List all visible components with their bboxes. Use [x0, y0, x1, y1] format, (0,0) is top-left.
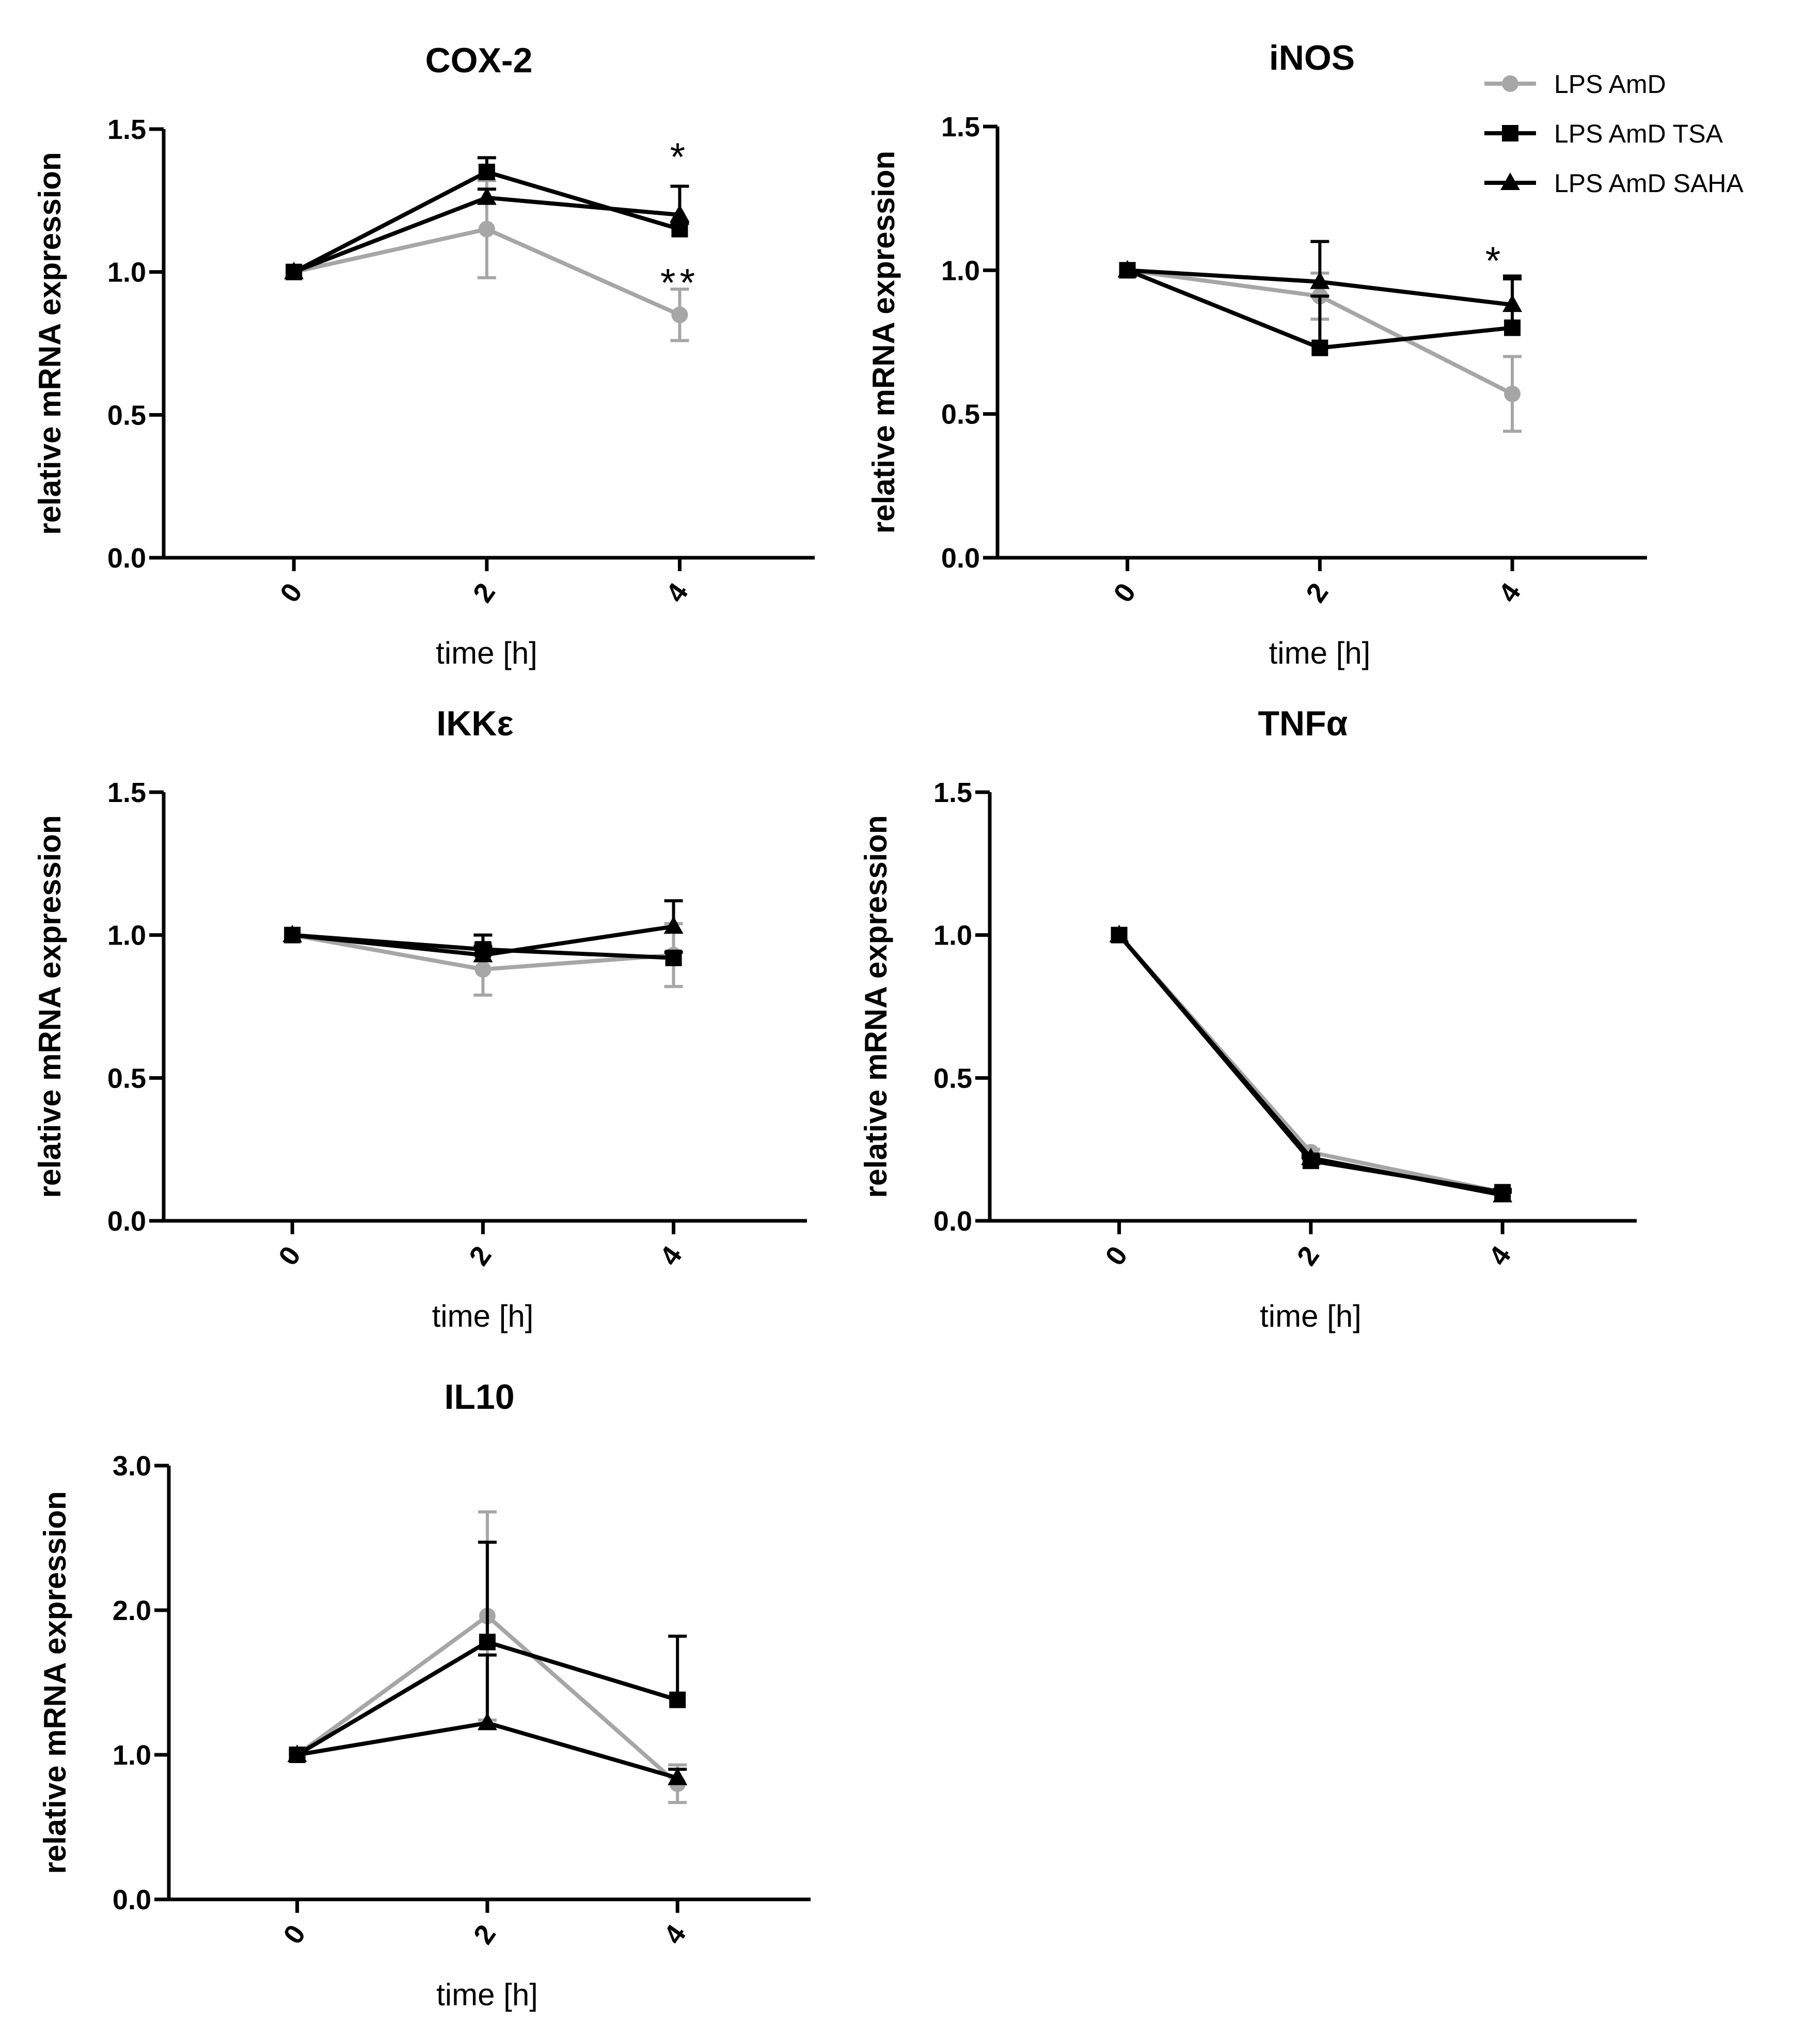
x-axis-label: time [h] [432, 1299, 534, 1333]
legend-item-lps-amd: LPS AmD [1484, 70, 1666, 99]
y-axis-label: relative mRNA expression [33, 815, 67, 1198]
x-tick-label: 4 [658, 1919, 692, 1949]
x-axis-label: time [h] [436, 636, 537, 670]
y-tick-label: 0.0 [941, 543, 980, 574]
legend-marker [1502, 75, 1518, 92]
significance-label: * [1485, 239, 1505, 283]
x-tick-label: 2 [1300, 577, 1334, 608]
chart-title: IKKε [436, 704, 513, 743]
legend-item-lps-amd-tsa: LPS AmD TSA [1484, 119, 1723, 148]
data-point [1311, 340, 1328, 356]
data-point [666, 950, 682, 966]
x-tick-label: 2 [1291, 1240, 1325, 1271]
x-tick-label: 0 [274, 577, 308, 608]
y-tick-label: 0.0 [113, 1884, 151, 1915]
data-point [671, 307, 688, 323]
series-lps-amd-saha [1110, 925, 1513, 1203]
data-point [1504, 386, 1521, 402]
x-tick-label: 4 [654, 1240, 688, 1271]
y-tick-label: 3.0 [113, 1451, 151, 1482]
y-tick-label: 1.5 [941, 112, 980, 143]
chart-title: COX-2 [425, 41, 533, 80]
y-tick-label: 0.5 [107, 1063, 146, 1094]
x-tick-label: 0 [1107, 577, 1142, 608]
x-axis-label: time [h] [1269, 636, 1371, 670]
y-axis-label: relative mRNA expression [38, 1491, 72, 1874]
x-tick-label: 4 [660, 577, 694, 608]
x-tick-label: 2 [467, 577, 501, 608]
x-tick-label: 4 [1493, 577, 1527, 608]
y-tick-label: 0.0 [107, 1206, 146, 1237]
data-point [479, 221, 495, 238]
x-tick-label: 4 [1483, 1240, 1517, 1271]
data-point [1504, 320, 1521, 336]
x-tick-label: 2 [468, 1919, 502, 1949]
chart-title: iNOS [1269, 38, 1355, 77]
data-point [671, 221, 688, 238]
legend-label: LPS AmD [1554, 70, 1666, 99]
data-point [479, 1634, 496, 1650]
y-tick-label: 1.0 [107, 920, 146, 951]
y-tick-label: 1.0 [107, 257, 146, 288]
legend-item-lps-amd-saha: LPS AmD SAHA [1484, 169, 1744, 198]
panel-tnf: TNFα 0.0 0.5 1.0 1.5 0 2 4 time [h] relative mRNA… [859, 704, 1637, 1333]
y-axis-label: relative mRNA expression [859, 815, 893, 1198]
y-tick-label: 1.0 [113, 1740, 151, 1771]
panel-cox-2: COX-2 0.0 0.5 1.0 1.5 0 2 4 time [h] relative mRN… [33, 41, 815, 670]
chart-title: TNFα [1258, 704, 1348, 743]
significance-label: ** [660, 261, 699, 305]
x-tick-label: 2 [463, 1240, 497, 1271]
y-tick-label: 1.0 [941, 255, 980, 286]
panel-ikk: IKKε 0.0 0.5 1.0 1.5 0 2 4 time [h] relative mRNA… [33, 704, 807, 1333]
legend-label: LPS AmD TSA [1554, 119, 1723, 148]
chart-title: IL10 [444, 1377, 514, 1417]
y-axis-label: relative mRNA expression [866, 151, 901, 533]
data-point [474, 961, 491, 978]
x-tick-label: 0 [273, 1240, 307, 1271]
legend-label: LPS AmD SAHA [1554, 169, 1744, 198]
y-tick-label: 1.0 [933, 920, 972, 951]
y-tick-label: 1.5 [107, 777, 146, 808]
y-tick-label: 0.0 [107, 543, 146, 574]
legend-marker [1502, 125, 1518, 141]
figure: COX-2 0.0 0.5 1.0 1.5 0 2 4 time [h] relative mRN… [0, 0, 1805, 2044]
series-lps-amd-saha [282, 901, 683, 962]
y-tick-label: 0.5 [941, 399, 980, 430]
y-tick-label: 1.5 [107, 114, 146, 145]
y-tick-label: 0.5 [933, 1063, 972, 1094]
significance-label: * [670, 135, 690, 179]
y-tick-label: 2.0 [113, 1595, 151, 1626]
x-tick-label: 0 [1099, 1240, 1133, 1271]
y-axis-label: relative mRNA expression [33, 152, 67, 534]
y-tick-label: 0.5 [107, 400, 146, 431]
x-axis-label: time [h] [1260, 1299, 1361, 1333]
data-point [479, 164, 495, 180]
y-tick-label: 0.0 [933, 1206, 972, 1237]
legend: LPS AmD LPS AmD TSA LPS AmD SAHA [1484, 70, 1744, 198]
data-point [669, 1692, 686, 1708]
panel-il10: IL10 0.0 1.0 2.0 3.0 0 2 4 time [h] relative mRNA… [38, 1377, 811, 2012]
x-tick-label: 0 [277, 1919, 311, 1949]
x-axis-label: time [h] [436, 1977, 538, 2012]
y-tick-label: 1.5 [933, 777, 972, 808]
